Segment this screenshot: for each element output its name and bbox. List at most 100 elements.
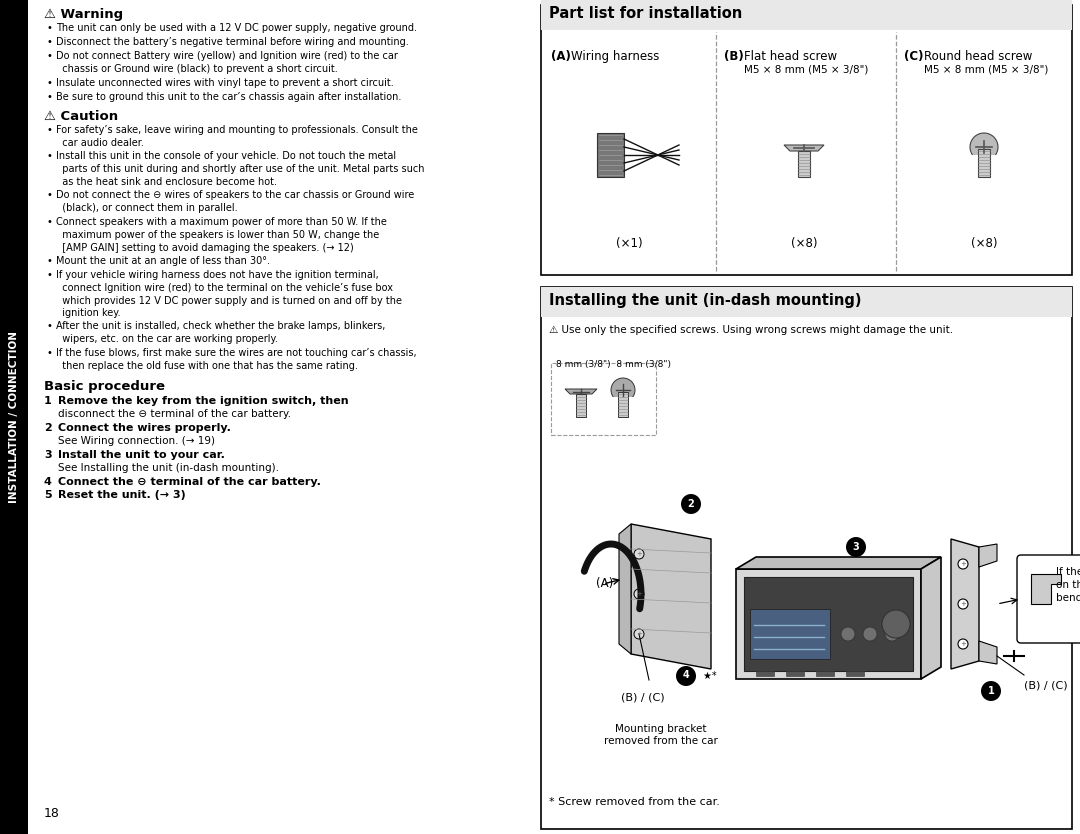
Text: ⚠ Warning: ⚠ Warning	[44, 8, 123, 21]
Text: ★*: ★*	[700, 671, 717, 681]
Text: M5 × 8 mm (M5 × 3/8"): M5 × 8 mm (M5 × 3/8")	[744, 64, 868, 74]
Polygon shape	[978, 544, 997, 567]
Text: Wiring harness: Wiring harness	[571, 50, 660, 63]
Circle shape	[970, 133, 998, 161]
Text: See Wiring connection. (→ 19): See Wiring connection. (→ 19)	[58, 436, 215, 446]
Text: disconnect the ⊖ terminal of the car battery.: disconnect the ⊖ terminal of the car bat…	[58, 409, 291, 420]
Text: +: +	[960, 561, 966, 567]
Polygon shape	[619, 524, 631, 654]
Text: 2: 2	[44, 423, 52, 433]
Text: +: +	[636, 591, 642, 597]
Text: •: •	[46, 92, 52, 102]
Text: (C): (C)	[904, 50, 923, 63]
Text: •: •	[46, 23, 52, 33]
Circle shape	[634, 629, 644, 639]
Text: (B): (B)	[724, 50, 744, 63]
Polygon shape	[565, 389, 597, 394]
Text: Flat head screw: Flat head screw	[744, 50, 837, 63]
Text: If your vehicle wiring harness does not have the ignition terminal,
  connect Ig: If your vehicle wiring harness does not …	[56, 270, 402, 319]
Text: •: •	[46, 51, 52, 61]
Bar	[0, 0, 28, 834]
Text: (A): (A)	[551, 50, 571, 63]
Text: 1: 1	[987, 686, 995, 696]
Bar	[816, 671, 834, 676]
Text: ⚠ Caution: ⚠ Caution	[44, 110, 118, 123]
Text: M5 × 8 mm (M5 × 3/8"): M5 × 8 mm (M5 × 3/8")	[924, 64, 1049, 74]
Polygon shape	[978, 641, 997, 664]
Circle shape	[841, 627, 855, 641]
Text: •: •	[46, 190, 52, 200]
Text: Part list for installation: Part list for installation	[549, 6, 742, 21]
Text: •: •	[46, 152, 52, 162]
Text: (B) / (C): (B) / (C)	[621, 692, 664, 702]
Text: Install this unit in the console of your vehicle. Do not touch the metal
  parts: Install this unit in the console of your…	[56, 152, 424, 187]
Text: (×8): (×8)	[971, 237, 997, 249]
Text: (A): (A)	[596, 577, 613, 590]
Text: •: •	[46, 256, 52, 266]
Circle shape	[958, 639, 968, 649]
Bar	[541, 287, 1072, 317]
Text: Reset the unit. (→ 3): Reset the unit. (→ 3)	[58, 490, 186, 500]
Text: 1: 1	[44, 395, 52, 405]
Bar	[786, 671, 804, 676]
Bar	[28, 0, 534, 834]
Text: Installing the unit (in-dash mounting): Installing the unit (in-dash mounting)	[549, 293, 862, 308]
Text: If the fuse blows, first make sure the wires are not touching car’s chassis,
  t: If the fuse blows, first make sure the w…	[56, 348, 417, 370]
Circle shape	[958, 599, 968, 609]
Text: •: •	[46, 270, 52, 280]
Text: Basic procedure: Basic procedure	[44, 380, 165, 394]
Bar	[964, 155, 1004, 180]
Text: Round head screw: Round head screw	[924, 50, 1032, 63]
Bar	[798, 151, 810, 177]
Text: 4: 4	[683, 671, 689, 681]
Text: •: •	[46, 38, 52, 48]
Text: Insulate unconnected wires with vinyl tape to prevent a short circuit.: Insulate unconnected wires with vinyl ta…	[56, 78, 394, 88]
Text: The unit can only be used with a 12 V DC power supply, negative ground.: The unit can only be used with a 12 V DC…	[56, 23, 417, 33]
Text: Do not connect Battery wire (yellow) and Ignition wire (red) to the car
  chassi: Do not connect Battery wire (yellow) and…	[56, 51, 397, 74]
Text: +: +	[636, 551, 642, 557]
Text: 8 mm (3/8")  8 mm (3/8"): 8 mm (3/8") 8 mm (3/8")	[556, 360, 671, 369]
Text: Connect the wires properly.: Connect the wires properly.	[58, 423, 231, 433]
Text: 5: 5	[44, 490, 52, 500]
Bar	[551, 363, 656, 435]
Bar	[978, 149, 990, 177]
Circle shape	[681, 494, 701, 514]
Text: •: •	[46, 78, 52, 88]
Text: (×1): (×1)	[616, 237, 643, 249]
Text: Do not connect the ⊖ wires of speakers to the car chassis or Ground wire
  (blac: Do not connect the ⊖ wires of speakers t…	[56, 190, 415, 214]
Text: •: •	[46, 348, 52, 358]
Polygon shape	[784, 145, 824, 151]
Text: Mount the unit at an angle of less than 30°.: Mount the unit at an angle of less than …	[56, 256, 270, 266]
Text: 18: 18	[44, 807, 59, 820]
Text: (×8): (×8)	[791, 237, 818, 249]
FancyBboxPatch shape	[1017, 555, 1080, 643]
Text: Disconnect the battery’s negative terminal before wiring and mounting.: Disconnect the battery’s negative termin…	[56, 38, 408, 48]
Circle shape	[882, 610, 910, 638]
Text: If there is an interfering tab
on the mounting bracket,
bend it flat.: If there is an interfering tab on the mo…	[1056, 567, 1080, 604]
Circle shape	[634, 589, 644, 599]
Bar	[618, 392, 627, 417]
Text: Mounting bracket
removed from the car: Mounting bracket removed from the car	[604, 724, 718, 746]
Circle shape	[634, 549, 644, 559]
Bar	[576, 394, 586, 417]
Text: +: +	[636, 631, 642, 637]
Polygon shape	[597, 133, 624, 177]
Text: 3: 3	[852, 541, 860, 551]
Text: Be sure to ground this unit to the car’s chassis again after installation.: Be sure to ground this unit to the car’s…	[56, 92, 402, 102]
Text: INSTALLATION / CONNECTION: INSTALLATION / CONNECTION	[9, 331, 19, 503]
Bar	[541, 5, 1072, 275]
Bar	[750, 609, 831, 659]
Polygon shape	[735, 557, 941, 569]
Polygon shape	[735, 569, 921, 679]
Polygon shape	[631, 524, 711, 669]
Text: See Installing the unit (in-dash mounting).: See Installing the unit (in-dash mountin…	[58, 463, 279, 473]
Text: +: +	[960, 601, 966, 607]
Bar	[846, 671, 864, 676]
Text: For safety’s sake, leave wiring and mounting to professionals. Consult the
  car: For safety’s sake, leave wiring and moun…	[56, 125, 418, 148]
Text: +: +	[960, 641, 966, 647]
Text: 4: 4	[44, 476, 52, 486]
Circle shape	[958, 559, 968, 569]
Text: Connect speakers with a maximum power of more than 50 W. If the
  maximum power : Connect speakers with a maximum power of…	[56, 217, 387, 253]
Text: •: •	[46, 217, 52, 227]
Text: 3: 3	[44, 450, 52, 460]
